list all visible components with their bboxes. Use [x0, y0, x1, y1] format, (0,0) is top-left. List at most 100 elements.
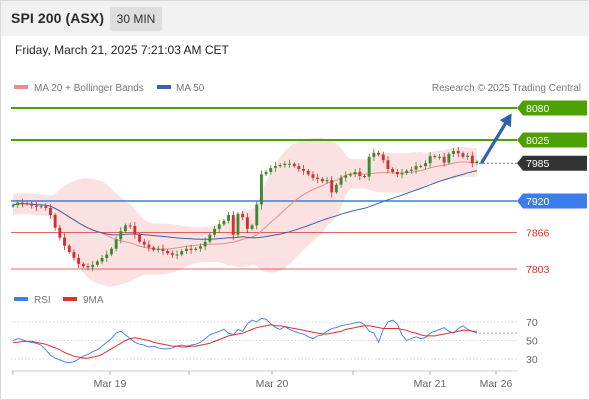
candles — [11, 146, 479, 272]
x-tick-label: Mar 19 — [94, 378, 127, 390]
candle-body — [175, 254, 179, 256]
level-tag-text-7985: 7985 — [526, 158, 550, 170]
rsi-ma9-line — [13, 324, 477, 359]
candle-body — [395, 171, 399, 175]
candle-body — [358, 171, 362, 176]
rsi-legend-label: RSI — [34, 295, 51, 306]
candle-body — [386, 160, 390, 169]
arrow-shaft — [480, 119, 509, 164]
level-label-7803: 7803 — [526, 264, 550, 276]
candle-body — [288, 163, 291, 165]
candle-body — [264, 171, 268, 175]
candle-body — [414, 166, 418, 170]
candle-body — [292, 163, 296, 167]
candle-body — [203, 241, 207, 247]
candle-body — [344, 175, 348, 178]
candle-body — [170, 253, 174, 255]
candle-body — [105, 254, 109, 258]
instrument-title: SPI 200 (ASX) — [11, 10, 105, 26]
candle-body — [16, 202, 20, 205]
candle-body — [278, 165, 282, 167]
candle-body — [456, 151, 460, 154]
candle-body — [334, 184, 338, 193]
x-axis: Mar 19 Mar 20 Mar 21 Mar 26 — [12, 371, 513, 390]
candle-body — [35, 205, 38, 207]
candle-body — [44, 206, 48, 208]
candle-body — [189, 248, 193, 250]
rsi-line — [12, 317, 478, 364]
candle-body — [470, 155, 474, 164]
candle-body — [405, 170, 409, 174]
credit-label: Research © 2025 Trading Central — [432, 83, 581, 94]
forecast-arrow — [480, 113, 512, 164]
ma9-legend-label: 9MA — [83, 295, 104, 306]
candle-body — [381, 154, 385, 161]
rsi-legend-swatch — [14, 297, 28, 301]
candle-body — [424, 163, 427, 167]
candle-body — [119, 231, 123, 240]
level-tag-bg-8025 — [517, 132, 587, 148]
candle-body — [166, 251, 170, 254]
level-tags: 8080 8025 7985 7920 7866 7803 — [517, 100, 587, 276]
candle-body — [199, 246, 202, 249]
level-tag-text-8025: 8025 — [526, 135, 550, 147]
candle-body — [372, 152, 376, 157]
timeframe-button[interactable]: 30 MIN — [110, 7, 162, 31]
candle-body — [77, 258, 81, 264]
chart-header: SPI 200 (ASX) 30 MIN — [1, 1, 589, 36]
level-tag-8080: 8080 — [517, 100, 587, 116]
candle-body — [133, 226, 137, 235]
candle-body — [353, 171, 357, 175]
candle-body — [391, 169, 395, 172]
candle-body — [311, 174, 315, 178]
x-tick-label: Mar 20 — [256, 378, 289, 390]
candle-body — [400, 173, 404, 175]
level-tag-7920: 7920 — [517, 193, 587, 209]
candle-body — [442, 156, 446, 163]
candle-body — [142, 241, 146, 245]
candle-body — [438, 156, 441, 158]
level-tag-text-7920: 7920 — [526, 196, 550, 208]
candle-body — [283, 163, 287, 165]
candle-body — [81, 263, 85, 267]
candle-body — [185, 248, 188, 251]
candle-body — [461, 153, 465, 157]
candle-body — [409, 169, 413, 171]
candle-body — [20, 202, 24, 204]
candle-body — [269, 167, 273, 172]
candle-body — [367, 156, 371, 177]
candle-body — [161, 248, 165, 251]
candle-body — [208, 234, 212, 242]
candle-body — [274, 166, 277, 168]
candle-body — [447, 153, 451, 163]
rsi-tick-30: 30 — [526, 354, 538, 366]
candle-body — [377, 152, 380, 155]
candle-body — [58, 227, 62, 238]
ma20-legend-swatch — [14, 85, 28, 89]
candle-body — [30, 203, 34, 206]
candle-body — [227, 214, 230, 221]
candle-body — [363, 176, 366, 177]
ma50-line — [12, 170, 478, 240]
candle-body — [86, 266, 90, 268]
candle-body — [320, 178, 324, 182]
candle-body — [325, 180, 329, 182]
candle-body — [194, 248, 198, 250]
x-tick-label: Mar 26 — [480, 378, 513, 390]
candle-body — [152, 247, 156, 250]
candle-body — [91, 264, 95, 268]
candle-body — [25, 203, 29, 205]
ma9-legend-swatch — [63, 297, 77, 301]
candle-body — [39, 206, 43, 208]
candle-body — [452, 151, 455, 154]
candle-body — [236, 213, 240, 235]
candle-body — [349, 174, 352, 176]
candle-body — [49, 208, 52, 215]
timestamp: Friday, March 21, 2025 7:21:03 AM CET — [15, 43, 229, 57]
candle-body — [466, 155, 470, 157]
candle-body — [67, 245, 71, 253]
candle-body — [231, 214, 235, 235]
level-label-7866: 7866 — [526, 227, 550, 239]
